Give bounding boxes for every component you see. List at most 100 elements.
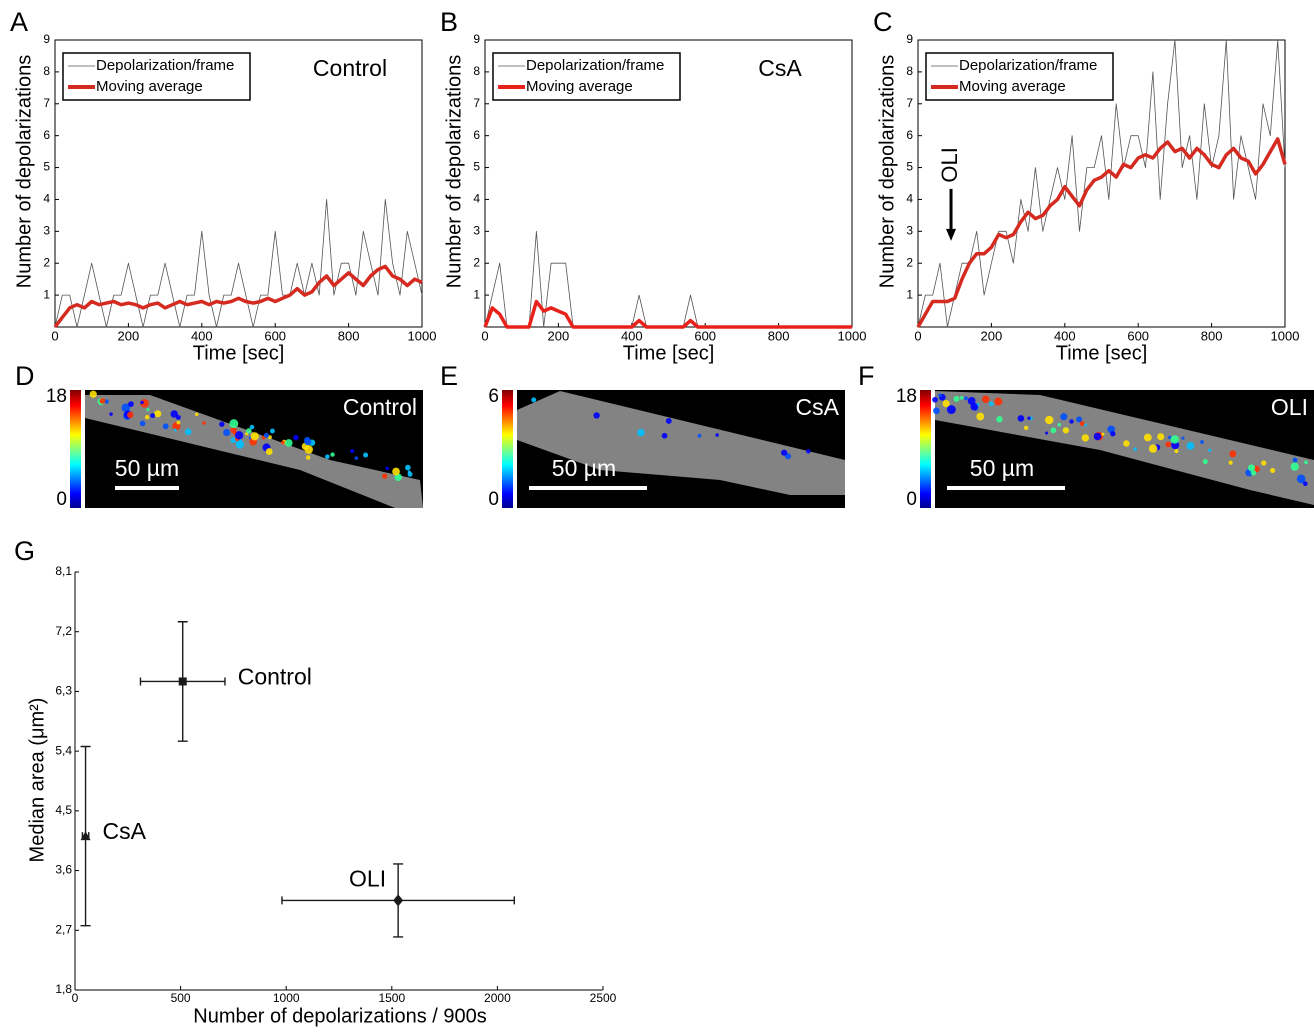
y-tick-label: 3	[906, 224, 913, 238]
activity-spot	[245, 432, 249, 436]
scale-bar-label: 50 µm	[552, 455, 616, 481]
activity-spot	[139, 420, 146, 427]
panel-letter: B	[440, 7, 458, 37]
y-tick-label: 1,8	[55, 982, 72, 996]
activity-spot	[1027, 416, 1031, 420]
y-tick-label: 6	[906, 128, 913, 142]
legend-box	[925, 52, 1114, 101]
x-tick-label: 1000	[838, 328, 867, 343]
activity-spot	[996, 416, 1003, 423]
activity-spot	[1110, 431, 1116, 437]
activity-spot	[363, 452, 369, 458]
activity-spot	[230, 427, 237, 434]
activity-spot	[946, 405, 956, 415]
y-tick-label: 4	[906, 192, 913, 206]
image-label: CsA	[796, 394, 840, 420]
x-tick-label: 2500	[590, 991, 617, 1005]
y-axis-label: Number of depolarizations	[443, 55, 465, 288]
y-tick-label: 6	[43, 128, 50, 142]
activity-spot	[1076, 416, 1083, 423]
activity-spot	[140, 400, 144, 405]
activity-spot	[1200, 440, 1204, 444]
activity-spot	[263, 432, 269, 438]
activity-spot	[959, 396, 964, 400]
y-tick-label: 5,4	[55, 743, 72, 757]
legend-box	[492, 52, 681, 101]
x-axis-label: Time [sec]	[193, 342, 285, 364]
activity-spot	[195, 412, 199, 417]
activity-spot	[382, 473, 388, 479]
y-tick-label: 7	[43, 96, 50, 110]
y-tick-label: 8	[906, 64, 913, 78]
x-tick-label: 400	[621, 328, 643, 343]
activity-spot	[325, 454, 330, 459]
colorbar	[70, 390, 81, 508]
activity-spot	[144, 415, 150, 420]
activity-spot	[806, 449, 811, 454]
activity-spot	[994, 397, 1003, 406]
x-tick-label: 800	[1201, 328, 1223, 343]
activity-spot	[1079, 421, 1085, 426]
activity-spot	[1050, 427, 1057, 434]
x-tick-label: 1000	[273, 991, 300, 1005]
colorbar-max: 18	[46, 386, 67, 407]
x-tick-label: 200	[981, 328, 1003, 343]
activity-spot	[953, 395, 960, 402]
x-tick-label: 200	[548, 328, 570, 343]
x-tick-label: 0	[914, 328, 921, 343]
activity-spot	[202, 421, 206, 425]
x-tick-label: 600	[264, 328, 286, 343]
activity-spot	[531, 397, 537, 403]
activity-spot	[128, 401, 134, 407]
colorbar-min: 0	[488, 489, 499, 510]
activity-spot	[970, 402, 978, 411]
colorbar-max: 18	[896, 386, 917, 407]
activity-spot	[697, 433, 702, 438]
data-point	[393, 894, 404, 907]
y-tick-label: 2,7	[55, 922, 72, 936]
activity-spot	[249, 424, 255, 430]
legend: Depolarization/frame Moving average	[492, 52, 681, 101]
activity-spot	[109, 412, 113, 416]
panel-letter: E	[440, 361, 458, 391]
panel-letter: G	[14, 536, 35, 566]
activity-spot	[1202, 458, 1208, 465]
activity-spot	[235, 431, 244, 440]
y-tick-label: 1	[906, 287, 913, 301]
activity-spot	[269, 428, 275, 434]
activity-spot	[593, 412, 600, 419]
y-tick-label: 4	[473, 192, 480, 206]
activity-spot	[1081, 434, 1089, 442]
point-label: CsA	[103, 818, 147, 844]
activity-spot	[661, 432, 668, 439]
activity-spot	[250, 432, 259, 441]
y-axis-label: Number of depolarizations	[13, 55, 35, 288]
activity-spot	[173, 428, 177, 432]
activity-spot	[146, 408, 150, 412]
activity-spot	[261, 435, 266, 440]
activity-spot	[1304, 460, 1308, 465]
activity-spot	[1303, 481, 1308, 487]
activity-spot	[1250, 470, 1257, 476]
annotation: Control	[313, 55, 387, 81]
activity-spot	[665, 418, 672, 424]
colorbar-min: 0	[906, 489, 917, 510]
legend-label: Moving average	[526, 78, 633, 95]
activity-spot	[1133, 447, 1137, 452]
y-tick-label: 4,5	[55, 803, 72, 817]
activity-spot	[1123, 440, 1130, 447]
x-tick-label: 800	[768, 328, 790, 343]
x-axis-label: Number of depolarizations / 900s	[193, 1005, 487, 1027]
colorbar-min: 0	[56, 489, 67, 510]
activity-spot	[350, 449, 355, 454]
moving-average-line	[916, 137, 1287, 328]
activity-spot	[1208, 448, 1212, 452]
activity-spot	[1093, 432, 1102, 441]
panel-letter: D	[15, 361, 35, 391]
activity-spot	[1229, 450, 1237, 458]
activity-spot	[942, 399, 950, 408]
activity-spot	[89, 390, 97, 398]
x-axis-label: Time [sec]	[623, 342, 715, 364]
activity-spot	[988, 401, 994, 407]
